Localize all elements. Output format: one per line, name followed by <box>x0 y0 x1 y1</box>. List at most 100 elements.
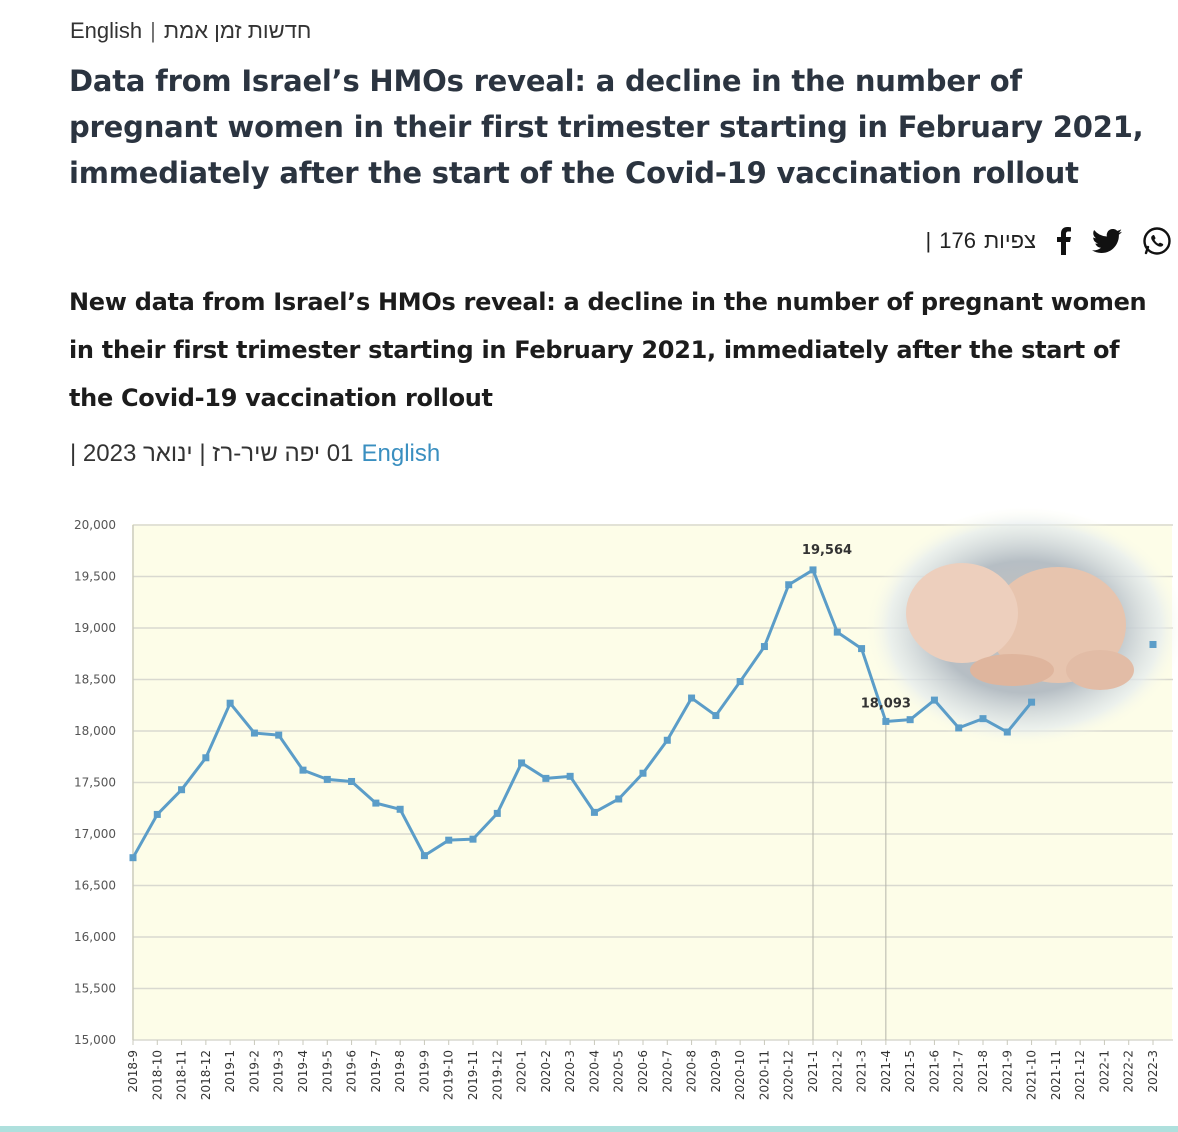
x-tick-label: 2021-11 <box>1049 1050 1063 1100</box>
facebook-icon[interactable] <box>1056 227 1072 255</box>
x-tick-label: 2020-3 <box>563 1050 577 1093</box>
axis-layer: 15,000 15,500 16,000 16,500 17,000 17,500 18,0… <box>74 518 1160 1100</box>
y-tick-label: 17,500 <box>74 776 116 790</box>
data-point <box>226 699 234 707</box>
article-lead: New data from Israel’s HMOs reveal: a de… <box>69 288 1147 412</box>
x-tick-label: 2019-11 <box>466 1050 480 1100</box>
data-point <box>760 643 768 651</box>
data-point <box>858 645 866 653</box>
y-tick-label: 19,500 <box>74 570 116 584</box>
data-point <box>955 724 963 732</box>
x-tick-label: 2019-8 <box>393 1050 407 1093</box>
views-counter: צפיות 176 | <box>926 228 1036 254</box>
baby-photo <box>865 507 1178 747</box>
data-point <box>469 835 477 843</box>
x-tick-label: 2021-12 <box>1073 1050 1087 1100</box>
y-tick-label: 17,000 <box>74 827 116 841</box>
y-tick-label: 19,000 <box>74 621 116 635</box>
y-tick-label: 15,000 <box>74 1033 116 1047</box>
x-tick-label: 2019-12 <box>490 1050 504 1100</box>
x-tick-label: 2021-10 <box>1025 1050 1039 1100</box>
data-point <box>736 678 744 686</box>
data-point <box>615 795 623 803</box>
lang-link[interactable]: English <box>70 18 143 43</box>
data-point <box>979 715 987 723</box>
x-tick-label: 2021-8 <box>976 1050 990 1093</box>
x-tick-label: 2022-1 <box>1097 1050 1111 1093</box>
data-point <box>566 772 574 780</box>
data-point <box>518 759 526 767</box>
data-point <box>275 731 283 739</box>
y-tick-label: 18,000 <box>74 724 116 738</box>
annotation-layer: 19,564 18,093 <box>802 543 911 712</box>
data-point <box>1003 728 1011 736</box>
data-label: 19,564 <box>802 543 852 558</box>
line-chart: 15,000 15,500 16,000 16,500 17,000 17,500 18,0… <box>74 507 1178 1100</box>
topbar-separator: | <box>150 18 156 43</box>
x-tick-label: 2022-3 <box>1146 1050 1160 1093</box>
x-tick-label: 2020-8 <box>685 1050 699 1093</box>
y-tick-label: 16,500 <box>74 879 116 893</box>
twitter-icon[interactable] <box>1092 229 1122 253</box>
x-tick-label: 2020-10 <box>733 1050 747 1100</box>
data-point <box>833 628 841 636</box>
english-link[interactable]: English <box>361 440 441 467</box>
y-tick-label: 20,000 <box>74 518 116 532</box>
x-tick-label: 2020-12 <box>782 1050 796 1100</box>
x-tick-label: 2020-7 <box>660 1050 674 1093</box>
series-line <box>131 568 1033 859</box>
data-point <box>906 716 914 724</box>
data-point <box>348 777 356 785</box>
y-tick-label: 15,500 <box>74 982 116 996</box>
chart: 15,000 15,500 16,000 16,500 17,000 17,500 18,0… <box>70 505 1178 1125</box>
baby-arm <box>970 654 1054 686</box>
x-tick-label: 2020-1 <box>515 1050 529 1093</box>
data-point <box>129 854 137 862</box>
data-point <box>882 717 890 725</box>
data-point <box>639 769 647 777</box>
x-tick-label: 2020-4 <box>587 1050 601 1093</box>
views-count: 176 <box>939 228 976 253</box>
x-tick-label: 2019-7 <box>369 1050 383 1093</box>
article-meta: 01 יפה שיר-רז | ינואר 2023 | English <box>70 440 440 468</box>
x-tick-label: 2020-11 <box>757 1050 771 1100</box>
x-tick-label: 2018-9 <box>126 1050 140 1093</box>
x-tick-label: 2020-5 <box>612 1050 626 1093</box>
bottom-divider <box>0 1126 1178 1132</box>
views-separator: | <box>925 228 932 253</box>
topbar: English | חדשות זמן אמת <box>70 18 311 44</box>
data-point <box>420 852 428 860</box>
section-link[interactable]: חדשות זמן אמת <box>163 18 312 43</box>
data-point <box>299 766 307 774</box>
data-label: 18,093 <box>861 696 911 711</box>
data-point <box>202 754 210 762</box>
x-tick-label: 2021-4 <box>879 1050 893 1093</box>
x-tick-label: 2020-9 <box>709 1050 723 1093</box>
date-author: 01 יפה שיר-רז | ינואר 2023 | <box>70 440 354 467</box>
x-tick-label: 2021-3 <box>855 1050 869 1093</box>
data-point <box>178 786 186 794</box>
marks-layer <box>129 566 1157 862</box>
x-tick-label: 2021-7 <box>952 1050 966 1093</box>
x-tick-label: 2022-2 <box>1122 1050 1136 1093</box>
data-point <box>445 836 453 844</box>
data-point <box>542 774 550 782</box>
views-label: צפיות <box>983 228 1036 253</box>
data-point <box>493 809 501 817</box>
data-point <box>663 736 671 744</box>
data-point <box>1028 698 1036 706</box>
data-point <box>590 808 598 816</box>
x-tick-label: 2019-3 <box>272 1050 286 1093</box>
x-tick-label: 2018-12 <box>199 1050 213 1100</box>
x-tick-label: 2021-9 <box>1000 1050 1014 1093</box>
x-tick-label: 2019-6 <box>345 1050 359 1093</box>
x-tick-label: 2018-11 <box>175 1050 189 1100</box>
x-tick-label: 2019-2 <box>247 1050 261 1093</box>
data-point <box>785 581 793 589</box>
x-tick-label: 2019-4 <box>296 1050 310 1093</box>
x-tick-label: 2018-10 <box>150 1050 164 1100</box>
share-bar: צפיות 176 | <box>926 226 1172 256</box>
whatsapp-icon[interactable] <box>1142 226 1172 256</box>
data-point <box>688 694 696 702</box>
x-tick-label: 2020-2 <box>539 1050 553 1093</box>
